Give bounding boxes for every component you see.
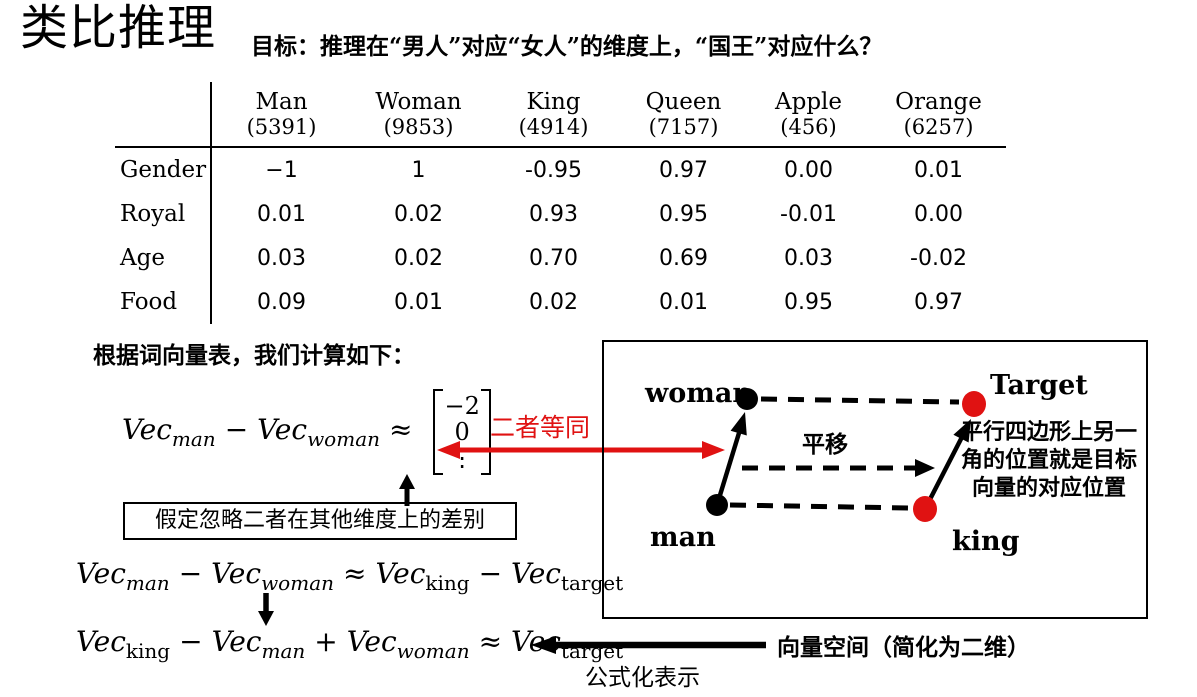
col-header-man: Man (5391): [211, 82, 351, 148]
cell-gender-man: −1: [265, 157, 298, 183]
cell-age-woman: 0.02: [394, 245, 443, 271]
table-row-royal: Royal 0.01 0.02 0.93 0.95 -0.01 0.00: [115, 192, 1006, 236]
assumption-box: 假定忽略二者在其他维度上的差别: [123, 502, 517, 540]
vector-man-to-woman: [714, 432, 742, 506]
cell-age-orange: -0.02: [910, 245, 967, 271]
table-row-food: Food 0.09 0.01 0.02 0.01 0.95 0.97: [115, 280, 1006, 324]
col-header-king: King (4914): [486, 82, 621, 148]
vector-space-caption: 向量空间（简化为二维）: [777, 634, 1030, 661]
cell-gender-woman: 1: [411, 157, 426, 183]
formula-parallelogram: Vecman − Vecwoman ≈ Vecking − Vectarget: [76, 557, 624, 595]
cell-age-king: 0.70: [529, 245, 578, 271]
cell-royal-apple: -0.01: [780, 201, 837, 227]
vector-king-to-target-head: [953, 419, 971, 443]
cell-gender-queen: 0.97: [659, 157, 708, 183]
man-point: [706, 494, 728, 516]
compute-note: 根据词向量表，我们计算如下：: [93, 342, 415, 369]
cell-gender-apple: 0.00: [784, 157, 833, 183]
cell-gender-orange: 0.01: [914, 157, 963, 183]
cell-royal-man: 0.01: [257, 201, 306, 227]
vector-king-to-target: [922, 435, 965, 511]
equivalence-label: 二者等同: [490, 413, 591, 442]
king-point: [913, 496, 937, 522]
down-arrow: [258, 593, 274, 626]
col-header-woman: Woman (9853): [351, 82, 486, 148]
man-label: man: [650, 522, 716, 553]
equivalence-double-arrow: [437, 441, 725, 459]
parallelogram-figure: [706, 388, 986, 522]
cell-royal-orange: 0.00: [914, 201, 963, 227]
cell-royal-queen: 0.95: [659, 201, 708, 227]
cell-food-queen: 0.01: [659, 289, 708, 315]
page-title: 类比推理: [20, 0, 217, 56]
dashed-line-woman-to-target: [760, 396, 960, 405]
word-vector-table: Man (5391) Woman (9853) King (4914) Quee…: [115, 82, 1006, 324]
formula-man-minus-woman: Vecman − Vecwoman ≈ −2 0 ⋮: [122, 388, 492, 476]
king-label: king: [952, 526, 1020, 557]
target-label: Target: [990, 370, 1088, 401]
target-point: [962, 391, 986, 417]
cell-food-apple: 0.95: [784, 289, 833, 315]
cell-royal-woman: 0.02: [394, 201, 443, 227]
col-header-queen: Queen (7157): [621, 82, 746, 148]
cell-food-king: 0.02: [529, 289, 578, 315]
woman-label: woman: [645, 378, 752, 409]
col-header-orange: Orange (6257): [871, 82, 1006, 148]
cell-gender-king: -0.95: [525, 157, 582, 183]
vector-space-diagram: woman Target man king 平移 平行四边形上另一角的位置就是目…: [602, 340, 1148, 619]
col-header-apple: Apple (456): [746, 82, 871, 148]
dashed-arrow-translate-head: [915, 459, 935, 477]
cell-age-man: 0.03: [257, 245, 306, 271]
table-row-gender: Gender −1 1 -0.95 0.97 0.00 0.01: [115, 147, 1006, 192]
dashed-line-man-to-king: [729, 502, 911, 511]
result-left-arrow: [531, 636, 766, 654]
table-row-age: Age 0.03 0.02 0.70 0.69 0.03 -0.02: [115, 236, 1006, 280]
table-corner-cell: [115, 82, 212, 148]
cell-food-woman: 0.01: [394, 289, 443, 315]
woman-point: [736, 388, 758, 410]
cell-age-queen: 0.69: [659, 245, 708, 271]
cell-royal-king: 0.93: [529, 201, 578, 227]
goal-subtitle: 目标：推理在“男人”对应“女人”的维度上，“国王”对应什么？: [251, 33, 883, 60]
cell-age-apple: 0.03: [784, 245, 833, 271]
table-header-row: Man (5391) Woman (9853) King (4914) Quee…: [115, 82, 1006, 148]
parallelogram-note: 平行四边形上另一角的位置就是目标向量的对应位置: [960, 419, 1137, 501]
formalization-label: 公式化表示: [585, 665, 700, 691]
translation-label: 平移: [802, 431, 848, 458]
vector-man-to-woman-head: [730, 412, 747, 436]
cell-food-man: 0.09: [257, 289, 306, 315]
cell-food-orange: 0.97: [914, 289, 963, 315]
